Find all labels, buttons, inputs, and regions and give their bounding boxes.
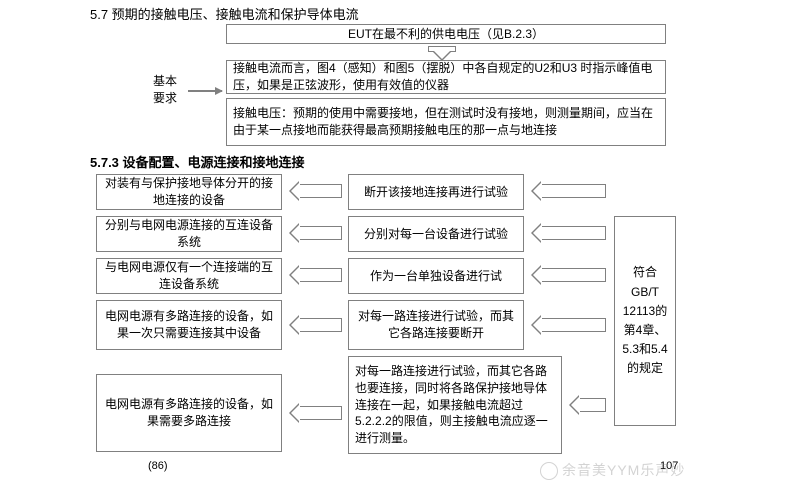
block-arrow-2: [298, 226, 342, 240]
section-title-5-7-3: 5.7.3 设备配置、电源连接和接地连接: [90, 152, 305, 171]
block-arrow-r2: [540, 226, 606, 240]
top-row-2: 接触电压：预期的使用中需要接地，但在测试时没有接地，则测量期间，应当在由于某一点…: [226, 98, 666, 146]
left-box-3: 与电网电源仅有一个连接端的互连设备系统: [96, 258, 282, 294]
basic-req-label: 基本 要求: [142, 66, 188, 114]
mid-box-2: 分别对每一台设备进行试验: [348, 216, 524, 252]
left-box-5: 电网电源有多路连接的设备，如果需要多路连接: [96, 374, 282, 452]
block-arrow-5: [298, 406, 342, 420]
left-box-4: 电网电源有多路连接的设备，如果一次只需要连接其中设备: [96, 300, 282, 350]
block-arrow-r4: [540, 318, 606, 332]
left-box-2: 分别与电网电源连接的互连设备系统: [96, 216, 282, 252]
block-arrow-4: [298, 318, 342, 332]
basic-req-text: 基本 要求: [153, 73, 177, 107]
arrow-basic-to-rows: [188, 90, 222, 92]
mid-box-5: 对每一路连接进行试验，而其它各路也要连接，同时将各路保护接地导体连接在一起，如果…: [348, 356, 562, 454]
watermark-text: 余音美YYM乐声妙: [562, 462, 685, 478]
section-title-5-7: 5.7 预期的接触电压、接触电流和保护导体电流: [0, 0, 800, 27]
eut-box: EUT在最不利的供电电压（见B.2.3）: [226, 24, 666, 44]
block-arrow-3: [298, 268, 342, 282]
top-row-1: 接触电流而言，图4（感知）和图5（摆脱）中各自规定的U2和U3 时指示峰值电压，…: [226, 60, 666, 94]
block-arrow-r3: [540, 268, 606, 282]
block-arrow-1: [298, 184, 342, 198]
block-arrow-r5: [578, 398, 606, 412]
mid-box-4: 对每一路连接进行试验，而其它各路连接要断开: [348, 300, 524, 350]
right-box: 符合GB/T 12113的第4章、5.3和5.4的规定: [614, 216, 676, 426]
mid-box-1: 断开该接地连接再进行试验: [348, 174, 524, 210]
left-box-1: 对装有与保护接地导体分开的接地连接的设备: [96, 174, 282, 210]
arrow-down-eut: [428, 46, 456, 52]
page-number-left: (86): [148, 460, 168, 472]
watermark-icon: [540, 462, 558, 480]
mid-box-3: 作为一台单独设备进行试: [348, 258, 524, 294]
watermark: 余音美YYM乐声妙: [540, 460, 685, 480]
block-arrow-r1: [540, 184, 606, 198]
